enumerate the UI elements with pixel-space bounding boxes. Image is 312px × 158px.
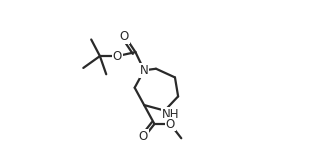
Text: O: O xyxy=(113,50,122,63)
Text: O: O xyxy=(120,30,129,43)
Text: N: N xyxy=(140,64,149,77)
Text: O: O xyxy=(166,118,175,131)
Text: O: O xyxy=(139,130,148,143)
Text: NH: NH xyxy=(162,108,179,121)
